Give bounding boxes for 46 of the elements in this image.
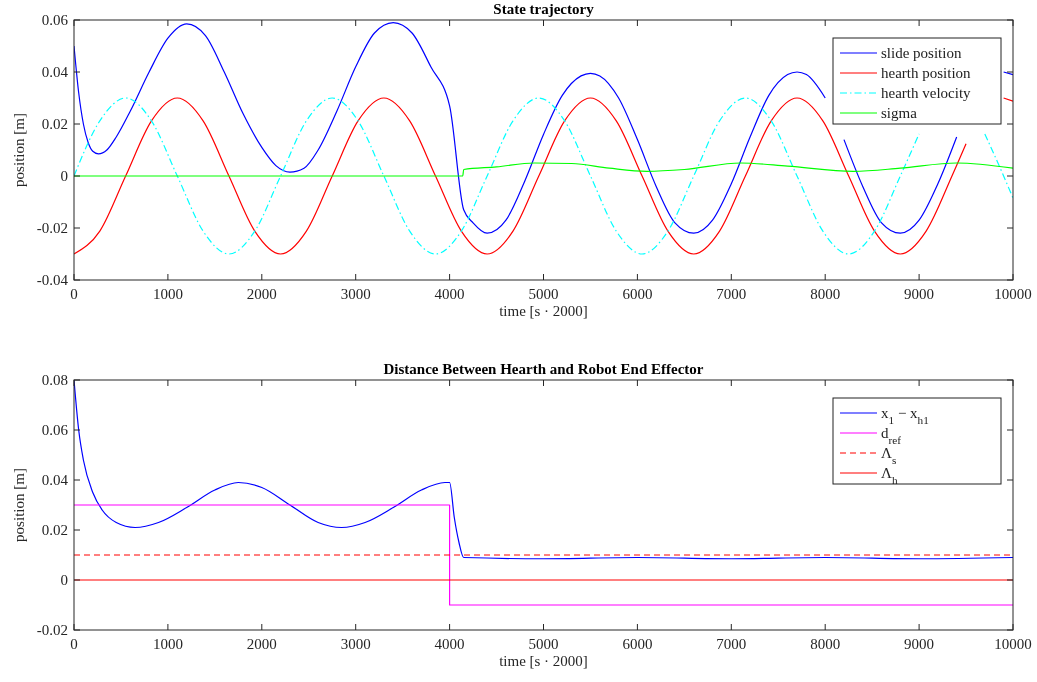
legend-label: hearth velocity [881,85,972,101]
y-tick-label: 0.04 [41,472,69,488]
legend-label: x$_{1}$ − x$_{h1}$ [881,405,929,426]
y-axis-title: position [m] [11,113,27,187]
x-tick-label: 2000 [246,636,277,652]
y-axis-title: position [m] [11,468,27,542]
legend-label: Λ$_{s}$ [881,445,897,466]
x-tick-label: 9000 [904,636,935,652]
legend-label: slide position [881,45,962,61]
y-tick-label: 0 [60,168,68,184]
chart-title: State trajectory [493,1,595,17]
x-tick-label: 4000 [434,286,465,302]
x-tick-label: 5000 [528,636,559,652]
x-tick-label: 7000 [716,636,747,652]
x-axis-title: time [s · 2000] [499,303,588,319]
legend-label: hearth position [881,65,972,81]
y-tick-label: 0.06 [41,12,69,28]
chart-title: Distance Between Hearth and Robot End Effector [383,361,704,377]
x-tick-label: 8000 [810,286,841,302]
legend-label: sigma [881,105,918,121]
x-tick-label: 6000 [622,636,653,652]
y-tick-label: 0.06 [41,422,69,438]
x-tick-label: 10000 [994,286,1032,302]
y-tick-label: 0.02 [41,116,68,132]
x-tick-label: 3000 [340,286,371,302]
x-tick-label: 2000 [246,286,277,302]
x-tick-label: 1000 [152,286,183,302]
x-tick-label: 4000 [434,636,465,652]
x-tick-label: 8000 [810,636,841,652]
x-tick-label: 5000 [528,286,559,302]
y-tick-label: -0.02 [36,622,68,638]
x-tick-label: 6000 [622,286,653,302]
x-tick-label: 9000 [904,286,935,302]
legend-label: Λ$_{h}$ [881,465,898,486]
y-tick-label: 0.04 [41,64,69,80]
x-axis-title: time [s · 2000] [499,653,588,669]
x-tick-label: 7000 [716,286,747,302]
x-tick-label: 10000 [994,636,1032,652]
y-tick-label: 0.02 [41,522,68,538]
legend-label: d$_{ref}$ [881,425,902,446]
x-tick-label: 3000 [340,636,371,652]
y-tick-label: 0.08 [41,372,68,388]
x-tick-label: 1000 [152,636,183,652]
y-tick-label: -0.04 [36,272,69,288]
y-tick-label: -0.02 [36,220,68,236]
y-tick-label: 0 [60,572,68,588]
